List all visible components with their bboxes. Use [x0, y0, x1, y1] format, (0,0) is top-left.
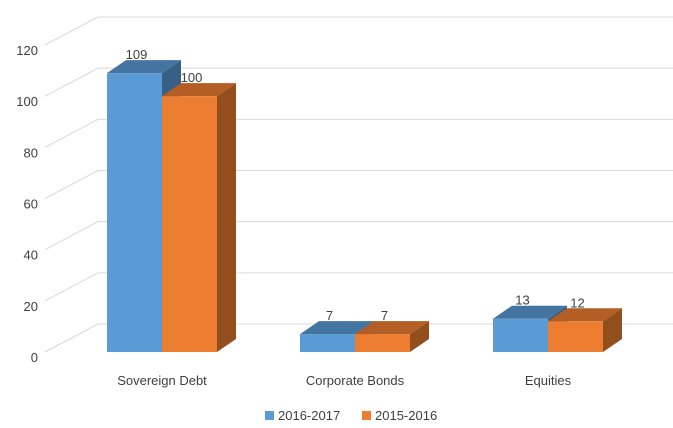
bar [355, 334, 410, 352]
bar [300, 334, 355, 352]
bar [162, 96, 217, 353]
bar [548, 321, 603, 352]
value-label: 7 [381, 308, 388, 323]
value-label: 7 [326, 308, 333, 323]
grid-line [44, 170, 673, 199]
value-label: 12 [570, 295, 584, 310]
y-tick-label: 80 [24, 145, 38, 160]
value-label: 13 [515, 293, 529, 308]
x-tick-label: Corporate Bonds [306, 373, 405, 388]
legend-swatch [265, 411, 274, 420]
value-label: 109 [126, 47, 148, 62]
y-tick-label: 100 [16, 94, 38, 109]
value-label: 100 [181, 70, 203, 85]
bar-top [162, 83, 236, 97]
x-tick-label: Sovereign Debt [117, 373, 207, 388]
grid-line [44, 221, 673, 251]
legend-swatch [362, 411, 371, 420]
bar [107, 73, 162, 353]
grid-line [44, 323, 673, 353]
grid-line [44, 272, 673, 302]
legend-label: 2016-2017 [278, 408, 340, 423]
bar-top [355, 321, 429, 335]
y-tick-label: 20 [24, 299, 38, 314]
legend-label: 2015-2016 [375, 408, 437, 423]
bar [493, 318, 548, 352]
bar-side [603, 308, 622, 352]
y-tick-label: 120 [16, 43, 38, 58]
y-tick-label: 40 [24, 248, 38, 263]
bar-top [107, 60, 181, 74]
bar-side [217, 83, 236, 353]
bar-top [548, 308, 622, 322]
bar-top [300, 321, 374, 335]
bar-top [493, 305, 567, 319]
grid-line [44, 16, 673, 46]
grid-line [44, 118, 673, 148]
grid-line [44, 67, 673, 97]
bar-side [410, 321, 429, 352]
x-tick-label: Equities [525, 373, 572, 388]
y-tick-label: 60 [24, 197, 38, 212]
y-tick-label: 0 [31, 350, 38, 365]
